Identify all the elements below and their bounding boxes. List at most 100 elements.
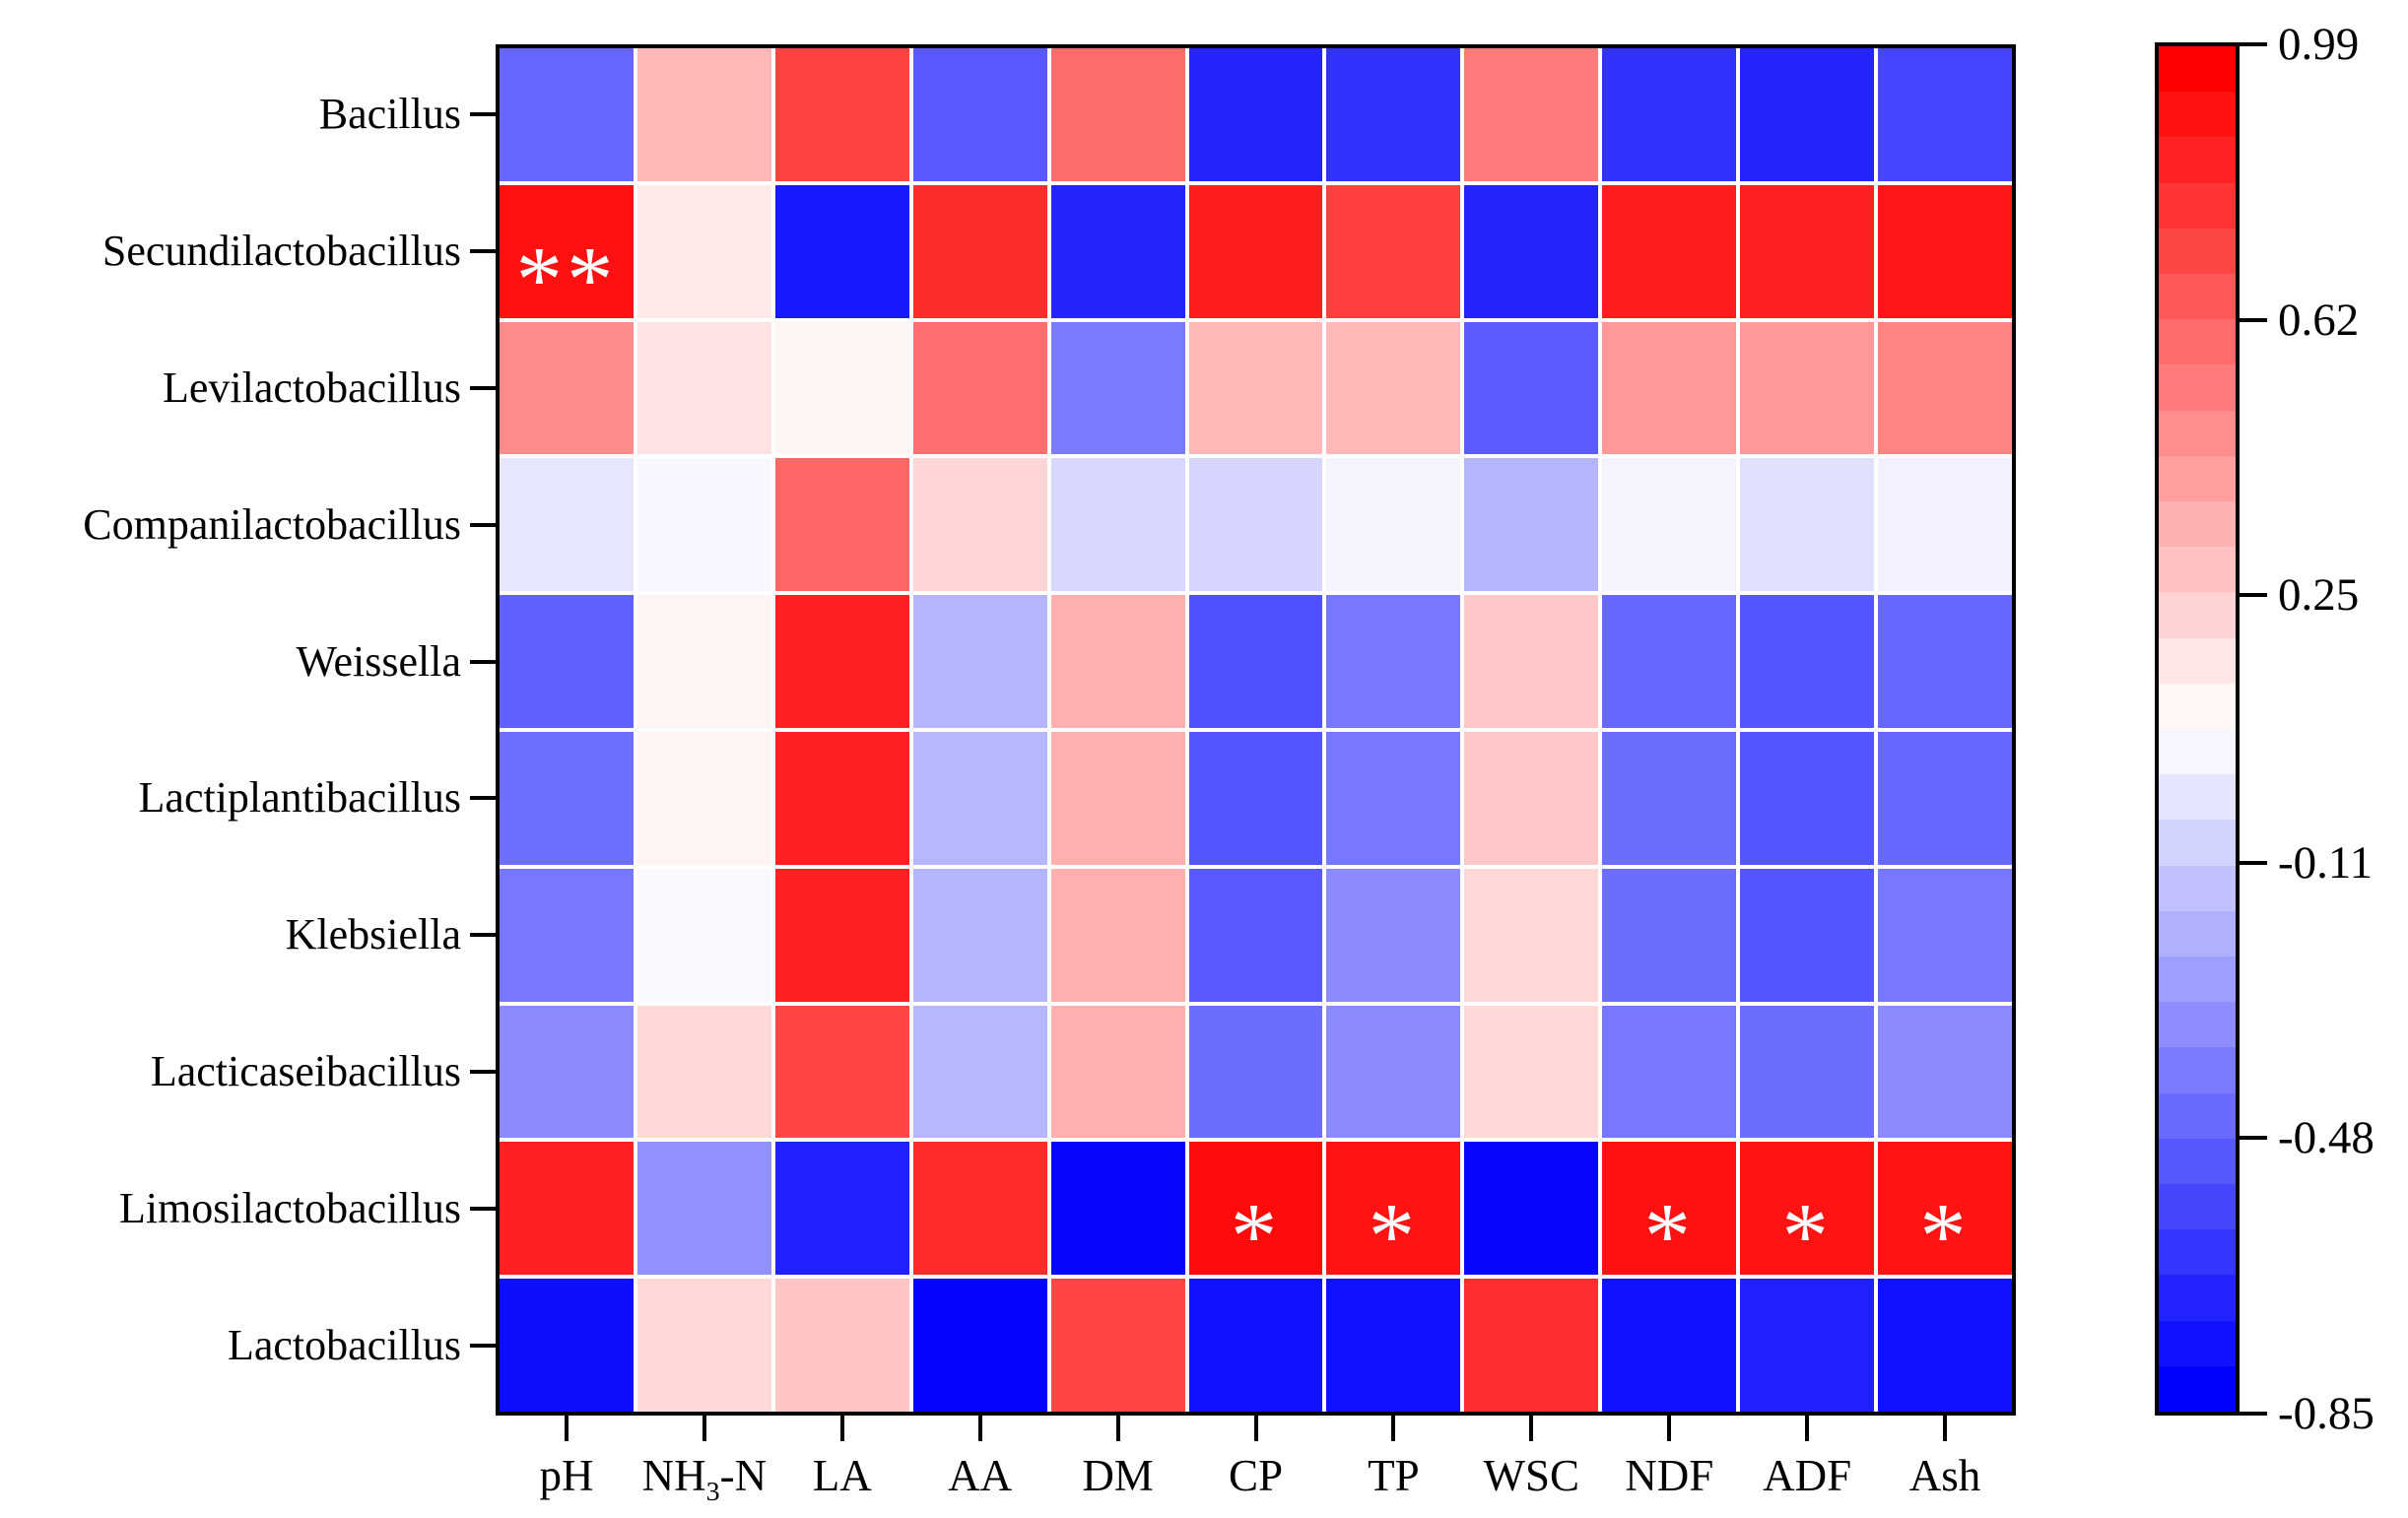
x-tick-mark [1391, 1416, 1396, 1441]
heatmap-cell [1878, 595, 2012, 728]
heatmap-cell [1050, 595, 1185, 728]
x-tick-mark [702, 1416, 706, 1441]
heatmap-cell [1464, 321, 1599, 455]
colorbar-segment [2159, 92, 2236, 138]
heatmap-cell [636, 1279, 771, 1412]
heatmap-cell [774, 732, 909, 865]
col-label-ash: Ash [1908, 1451, 1981, 1500]
heatmap-cell [1878, 458, 2012, 592]
heatmap-cell [1878, 321, 2012, 455]
col-label-la: LA [812, 1451, 872, 1500]
heatmap-cell [1464, 48, 1599, 181]
heatmap-cell [774, 321, 909, 455]
heatmap-cell [912, 458, 1047, 592]
significance-mark: * [1919, 1183, 1971, 1288]
colorbar-segment [2159, 865, 2236, 911]
heatmap-cell [1464, 184, 1599, 318]
x-tick-mark [1529, 1416, 1534, 1441]
heatmap-cell [500, 48, 634, 181]
heatmap-cell [500, 595, 634, 728]
row-label-lacticaseibacillus: Lacticaseibacillus [150, 1047, 461, 1095]
heatmap-cell [912, 1005, 1047, 1139]
colorbar-segment [2159, 501, 2236, 548]
heatmap-cell [774, 184, 909, 318]
heatmap-cell [1464, 1005, 1599, 1139]
heatmap-cell [1326, 732, 1461, 865]
heatmap-cell [774, 1279, 909, 1412]
colorbar-segment [2159, 1184, 2236, 1230]
row-label-lactiplantibacillus: Lactiplantibacillus [138, 773, 461, 823]
heatmap-cell [1188, 595, 1323, 728]
colorbar-tick-label: 0.62 [2278, 294, 2360, 346]
significance-mark: * [1781, 1183, 1833, 1288]
heatmap-cell [500, 1005, 634, 1139]
x-tick-mark [1943, 1416, 1948, 1441]
heatmap-cell [774, 1005, 909, 1139]
heatmap-cell [1740, 48, 1875, 181]
col-label-ph: pH [539, 1451, 594, 1500]
heatmap-grid: ** * * * * * [496, 44, 2016, 1416]
heatmap-cell [912, 868, 1047, 1002]
colorbar-segment [2159, 455, 2236, 502]
heatmap-cell [500, 321, 634, 455]
x-tick-mark [564, 1416, 569, 1441]
colorbar-segment [2159, 820, 2236, 866]
heatmap-cell [636, 184, 771, 318]
heatmap-cell [912, 732, 1047, 865]
heatmap-cell [912, 1279, 1047, 1412]
y-tick-mark [470, 112, 496, 117]
heatmap-cell [912, 184, 1047, 318]
y-tick-mark [470, 796, 496, 801]
heatmap-cell [1050, 732, 1185, 865]
heatmap-cell [1602, 321, 1737, 455]
colorbar-segment [2159, 1138, 2236, 1185]
colorbar-tick-label: -0.48 [2278, 1112, 2375, 1164]
colorbar-segment [2159, 1092, 2236, 1139]
heatmap-cell [1740, 732, 1875, 865]
heatmap-cell [1464, 595, 1599, 728]
heatmap-cell [1602, 458, 1737, 592]
y-tick-mark [470, 1206, 496, 1211]
heatmap-cell [1050, 48, 1185, 181]
heatmap-cell [1326, 595, 1461, 728]
y-tick-mark [470, 1343, 496, 1348]
heatmap-cell: * [1878, 1142, 2012, 1283]
heatmap-cell [1050, 1005, 1185, 1139]
heatmap-cell [636, 321, 771, 455]
y-tick-mark [470, 522, 496, 527]
row-label-levilactobacillus: Levilactobacillus [163, 363, 461, 412]
x-tick-mark [1115, 1416, 1120, 1441]
y-tick-mark [470, 1070, 496, 1074]
colorbar-segment [2159, 1365, 2236, 1413]
heatmap-cell [500, 458, 634, 592]
heatmap-cell [636, 458, 771, 592]
heatmap-cell [1740, 321, 1875, 455]
heatmap-cell [1050, 321, 1185, 455]
x-tick-mark [839, 1416, 844, 1441]
heatmap-cell [1878, 184, 2012, 318]
colorbar-tick-mark [2240, 317, 2267, 322]
colorbar-segment [2159, 1320, 2236, 1366]
heatmap-cell [636, 1005, 771, 1139]
heatmap-cell [1602, 595, 1737, 728]
colorbar-segment [2159, 274, 2236, 320]
col-label-aa: AA [948, 1451, 1013, 1500]
row-label-companilactobacillus: Companilactobacillus [83, 499, 461, 549]
heatmap-cell [1740, 1005, 1875, 1139]
heatmap-cell [500, 1279, 634, 1412]
heatmap-cell [636, 868, 771, 1002]
heatmap-cell [1188, 1279, 1323, 1412]
heatmap-cell [1602, 1279, 1737, 1412]
colorbar-segment [2159, 547, 2236, 593]
heatmap-cell [1188, 732, 1323, 865]
colorbar-segment [2159, 319, 2236, 365]
y-tick-mark [470, 249, 496, 254]
x-tick-mark [1805, 1416, 1810, 1441]
heatmap-cell [1602, 1005, 1737, 1139]
heatmap-cell [1326, 48, 1461, 181]
colorbar-segment [2159, 957, 2236, 1003]
heatmap-cell [1326, 321, 1461, 455]
col-label-wsc: WSC [1483, 1451, 1580, 1500]
heatmap-cell [1878, 1005, 2012, 1139]
colorbar-segment [2159, 46, 2236, 93]
